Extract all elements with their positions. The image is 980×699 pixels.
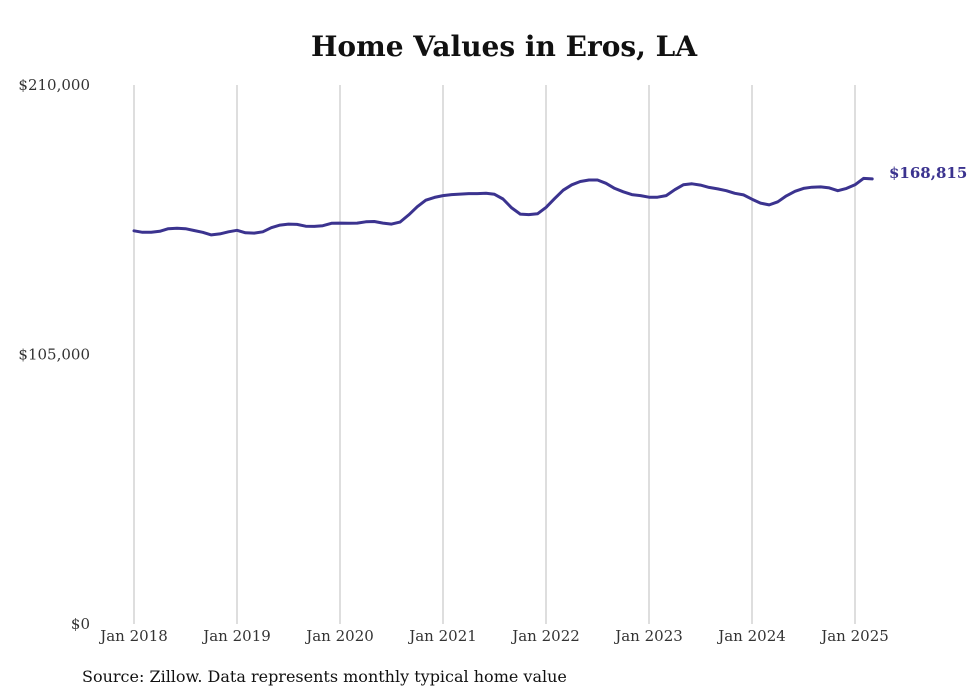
x-tick-label: Jan 2025 (819, 627, 889, 645)
x-tick-label: Jan 2024 (716, 627, 786, 645)
x-tick-label: Jan 2018 (98, 627, 168, 645)
source-note: Source: Zillow. Data represents monthly … (82, 667, 567, 686)
y-tick-label: $0 (71, 615, 90, 633)
end-value-label: $168,815 (889, 164, 967, 182)
x-tick-label: Jan 2019 (201, 627, 271, 645)
x-tick-label: Jan 2021 (407, 627, 477, 645)
x-axis: Jan 2018 Jan 2019 Jan 2020 Jan 2021 Jan 2022… (98, 627, 889, 645)
chart-title: Home Values in Eros, LA (310, 30, 698, 63)
y-axis: $0 $105,000 $210,000 (18, 76, 90, 633)
x-tick-label: Jan 2022 (510, 627, 580, 645)
series-line (132, 176, 874, 237)
x-tick-label: Jan 2020 (304, 627, 374, 645)
y-tick-label: $210,000 (18, 76, 90, 94)
y-tick-label: $105,000 (18, 346, 90, 364)
x-tick-label: Jan 2023 (613, 627, 683, 645)
grid-lines (133, 85, 856, 624)
data-labels: $168,815 (889, 164, 967, 182)
series-layer (132, 176, 874, 237)
